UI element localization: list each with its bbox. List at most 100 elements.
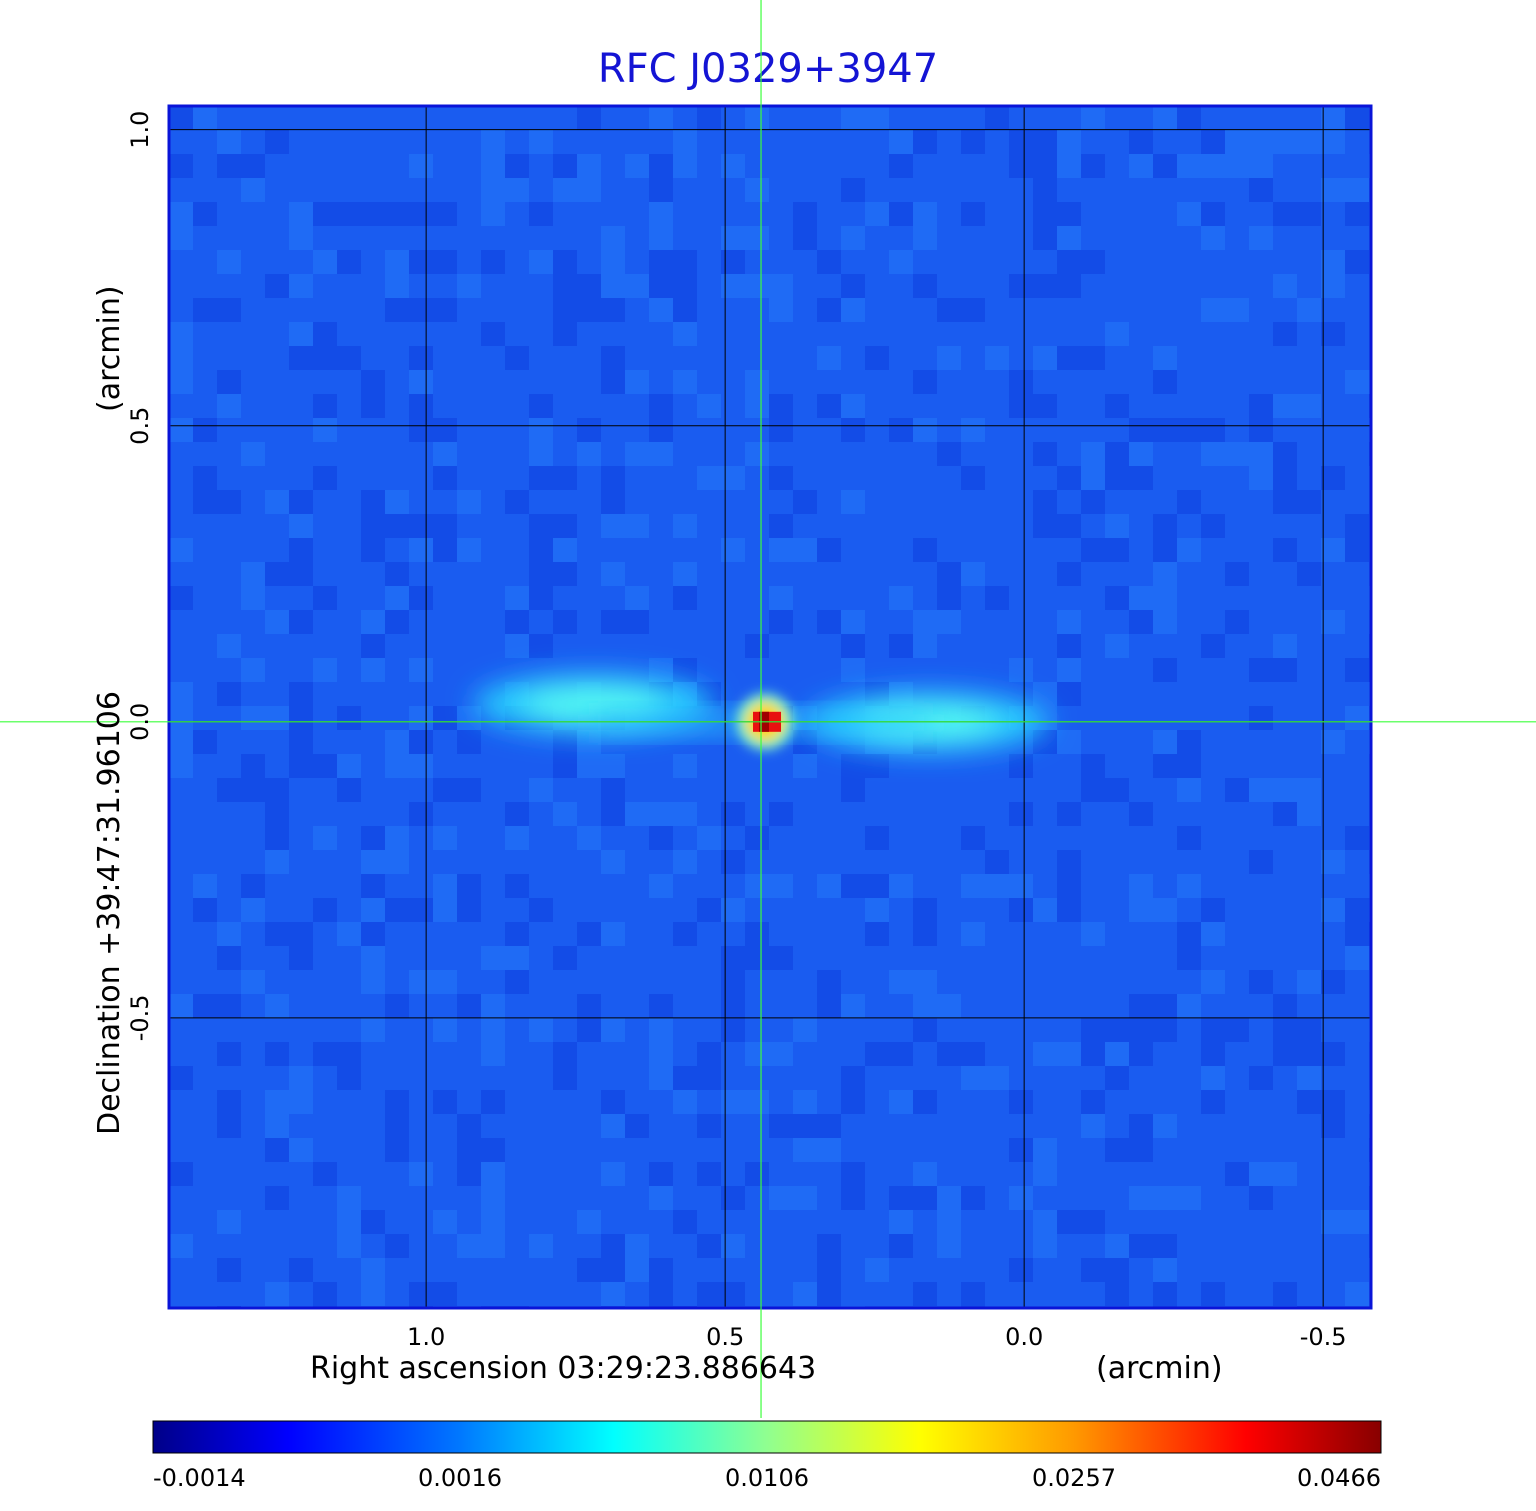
noise-cell — [361, 826, 385, 850]
noise-cell — [1177, 1186, 1201, 1210]
noise-cell — [265, 1042, 289, 1066]
noise-cell — [1177, 106, 1201, 130]
noise-cell — [1057, 226, 1081, 250]
noise-cell — [217, 490, 241, 514]
noise-cell — [1057, 466, 1081, 490]
noise-cell — [1201, 898, 1225, 922]
y-axis-label: Declination +39:47:31.96106 — [92, 691, 127, 1135]
noise-cell — [769, 1186, 793, 1210]
noise-cell — [913, 1018, 937, 1042]
noise-cell — [673, 370, 697, 394]
noise-cell — [361, 634, 385, 658]
noise-cell — [481, 1234, 505, 1258]
noise-cell — [889, 634, 913, 658]
noise-cell — [361, 850, 385, 874]
noise-cell — [217, 922, 241, 946]
noise-cell — [385, 1114, 409, 1138]
noise-cell — [913, 130, 937, 154]
noise-cell — [1033, 1234, 1057, 1258]
noise-cell — [265, 706, 289, 730]
noise-cell — [913, 922, 937, 946]
noise-cell — [937, 1234, 961, 1258]
noise-cell — [817, 610, 841, 634]
noise-cell — [433, 250, 457, 274]
noise-cell — [745, 634, 769, 658]
noise-cell — [505, 946, 529, 970]
noise-cell — [241, 562, 265, 586]
noise-cell — [961, 922, 985, 946]
noise-cell — [1369, 1234, 1371, 1258]
noise-cell — [385, 298, 409, 322]
noise-cell — [1297, 802, 1321, 826]
noise-cell — [1009, 754, 1033, 778]
noise-cell — [625, 586, 649, 610]
noise-cell — [625, 1114, 649, 1138]
noise-cell — [505, 874, 529, 898]
noise-cell — [1369, 154, 1371, 178]
noise-cell — [1033, 346, 1057, 370]
noise-cell — [505, 154, 529, 178]
noise-cell — [601, 850, 625, 874]
noise-cell — [1033, 514, 1057, 538]
noise-cell — [361, 1282, 385, 1306]
noise-cell — [313, 1306, 337, 1308]
noise-cell — [1033, 1138, 1057, 1162]
noise-cell — [433, 538, 457, 562]
noise-cell — [1009, 802, 1033, 826]
noise-cell — [265, 994, 289, 1018]
noise-cell — [505, 1306, 529, 1308]
noise-cell — [841, 754, 865, 778]
noise-cell — [1129, 1234, 1153, 1258]
noise-cell — [169, 346, 193, 370]
noise-cell — [1153, 586, 1177, 610]
noise-cell — [433, 970, 457, 994]
noise-cell — [289, 1138, 313, 1162]
noise-cell — [1057, 850, 1081, 874]
noise-cell — [1153, 1018, 1177, 1042]
noise-cell — [625, 370, 649, 394]
noise-cell — [913, 538, 937, 562]
noise-cell — [1369, 682, 1371, 706]
noise-cell — [1129, 874, 1153, 898]
noise-cell — [457, 874, 481, 898]
colorbar-ticks: -0.0014 0.0016 0.0106 0.0257 0.0466 — [153, 1464, 1381, 1492]
noise-cell — [361, 946, 385, 970]
noise-cell — [553, 802, 577, 826]
noise-cell — [1057, 1042, 1081, 1066]
noise-cell — [337, 922, 361, 946]
noise-cell — [625, 442, 649, 466]
noise-cell — [865, 874, 889, 898]
noise-cell — [217, 634, 241, 658]
noise-cell — [1225, 154, 1249, 178]
noise-cell — [841, 634, 865, 658]
noise-cell — [721, 274, 745, 298]
noise-cell — [1153, 994, 1177, 1018]
noise-cell — [649, 298, 673, 322]
noise-cell — [409, 730, 433, 754]
noise-cell — [265, 1282, 289, 1306]
noise-cell — [1273, 634, 1297, 658]
noise-cell — [241, 178, 265, 202]
noise-cell — [1009, 898, 1033, 922]
noise-cell — [1297, 1090, 1321, 1114]
noise-cell — [889, 202, 913, 226]
noise-cell — [1321, 322, 1345, 346]
noise-cell — [1345, 922, 1369, 946]
noise-cell — [601, 562, 625, 586]
plot-frame — [167, 104, 1373, 1310]
noise-cell — [553, 322, 577, 346]
y-tick-label: 0.0 — [126, 703, 154, 741]
noise-cell — [1177, 538, 1201, 562]
noise-cell — [409, 298, 433, 322]
noise-cell — [1057, 130, 1081, 154]
noise-cell — [841, 418, 865, 442]
x-tick-label: 0.0 — [1005, 1323, 1043, 1351]
noise-cell — [649, 442, 673, 466]
noise-cell — [577, 754, 601, 778]
noise-cell — [697, 898, 721, 922]
noise-cell — [481, 154, 505, 178]
noise-cell — [721, 250, 745, 274]
noise-cell — [265, 1114, 289, 1138]
noise-cell — [1225, 778, 1249, 802]
noise-cell — [913, 994, 937, 1018]
